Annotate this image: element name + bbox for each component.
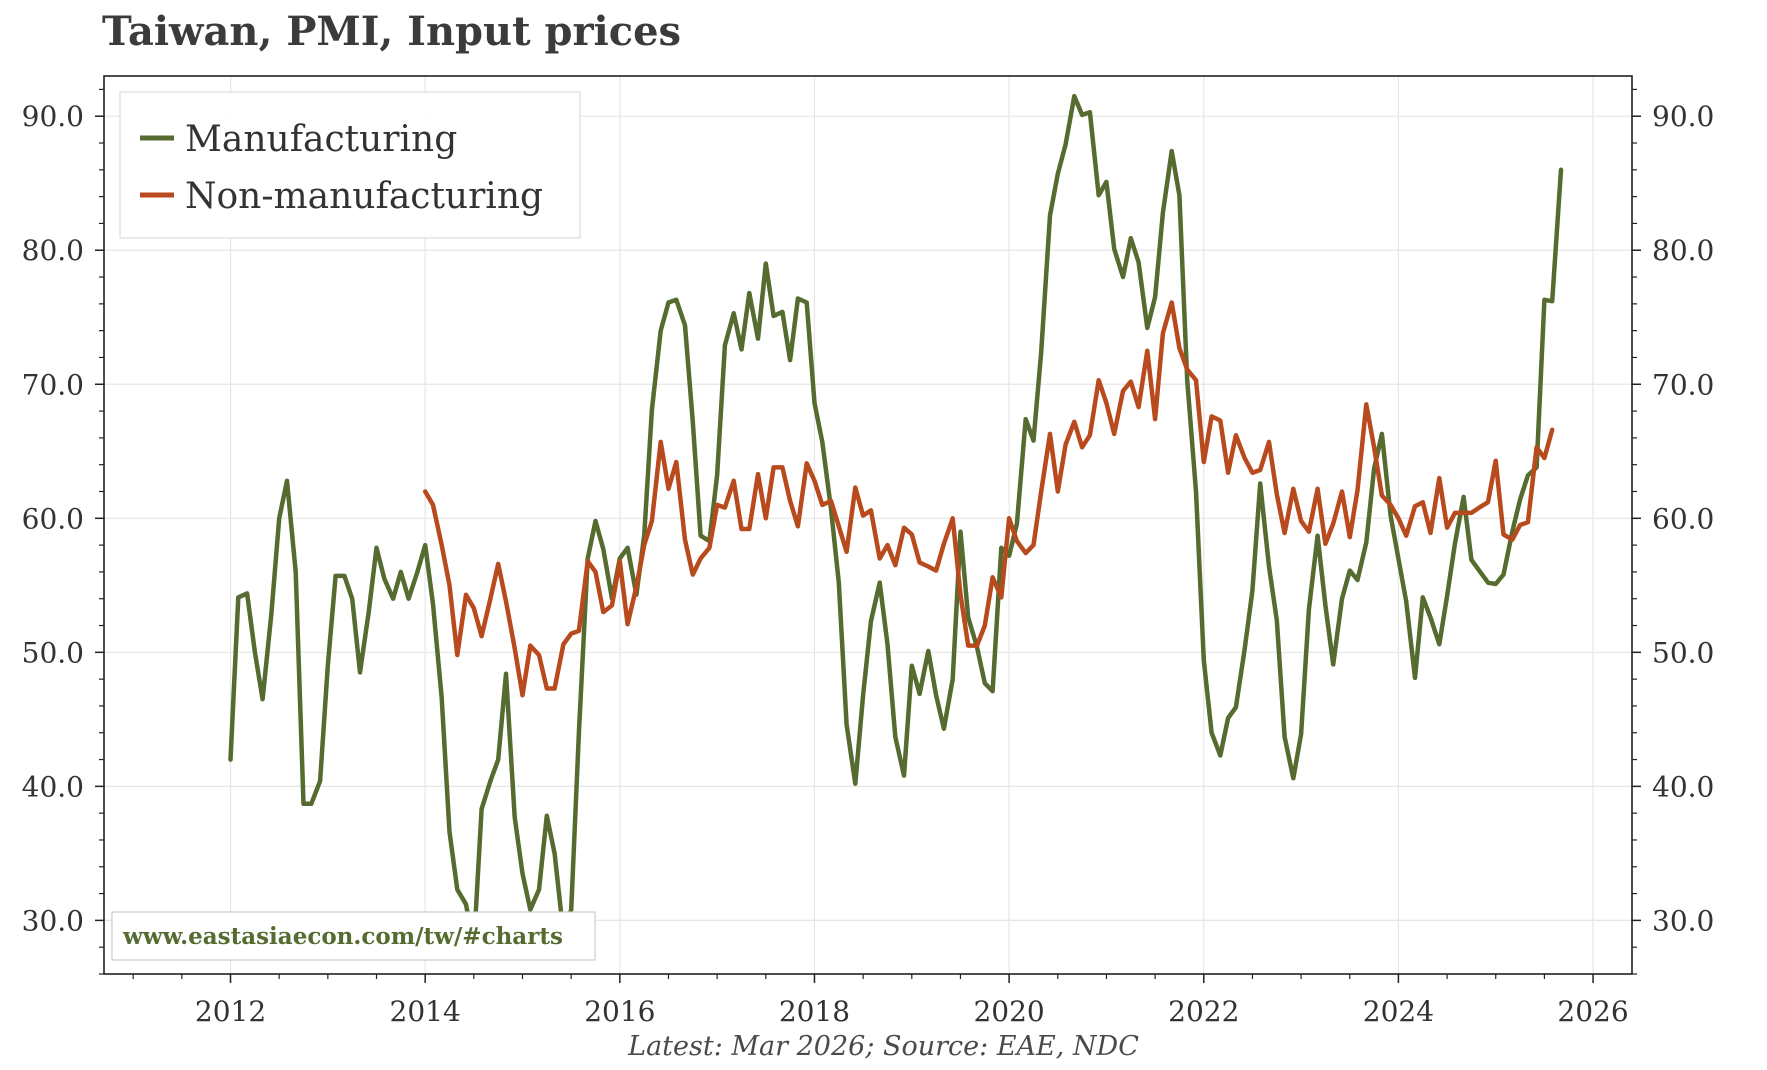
legend-label-non-manufacturing: Non-manufacturing (185, 176, 543, 217)
y-tick-label-left: 80.0 (22, 234, 84, 267)
series-line-non-manufacturing (422, 300, 1555, 698)
chart-title: Taiwan, PMI, Input prices (102, 8, 682, 55)
y-tick-label-right: 30.0 (1652, 904, 1714, 937)
y-tick-label-right: 50.0 (1652, 636, 1714, 669)
plot-frame (103, 75, 1633, 975)
axis-ticks: 2012 2014 2016 2018 2020 2022 2024 2026 30.0 30.0… (22, 88, 1714, 1028)
y-tick-label-right: 40.0 (1652, 770, 1714, 803)
y-tick-label-left: 60.0 (22, 502, 84, 535)
x-tick-label: 2014 (390, 995, 461, 1028)
legend-label-manufacturing: Manufacturing (185, 119, 457, 160)
x-tick-label: 2026 (1557, 995, 1628, 1028)
y-tick-label-right: 90.0 (1652, 100, 1714, 133)
x-tick-label: 2024 (1363, 995, 1434, 1028)
watermark-frame (111, 911, 596, 961)
y-tick-label-right: 60.0 (1652, 502, 1714, 535)
y-tick-label-left: 70.0 (22, 368, 84, 401)
x-tick-label: 2022 (1168, 995, 1239, 1028)
series-line-manufacturing (228, 93, 1564, 950)
y-tick-label-left: 40.0 (22, 770, 84, 803)
watermark-text: www.eastasiaecon.com/tw/#charts (122, 923, 563, 950)
legend: Manufacturing Non-manufacturing (119, 91, 581, 239)
watermark: www.eastasiaecon.com/tw/#charts (111, 911, 596, 961)
source-caption: Latest: Mar 2026; Source: EAE, NDC (628, 1031, 1139, 1062)
x-tick-label: 2012 (195, 995, 266, 1028)
x-tick-label: 2016 (584, 995, 655, 1028)
x-tick-label: 2018 (779, 995, 850, 1028)
y-tick-label-left: 50.0 (22, 636, 84, 669)
y-tick-label-left: 30.0 (22, 904, 84, 937)
y-tick-label-right: 70.0 (1652, 368, 1714, 401)
x-tick-label: 2020 (973, 995, 1044, 1028)
y-tick-label-left: 90.0 (22, 100, 84, 133)
legend-frame (119, 91, 581, 239)
series-lines (228, 93, 1564, 950)
y-tick-label-right: 80.0 (1652, 234, 1714, 267)
